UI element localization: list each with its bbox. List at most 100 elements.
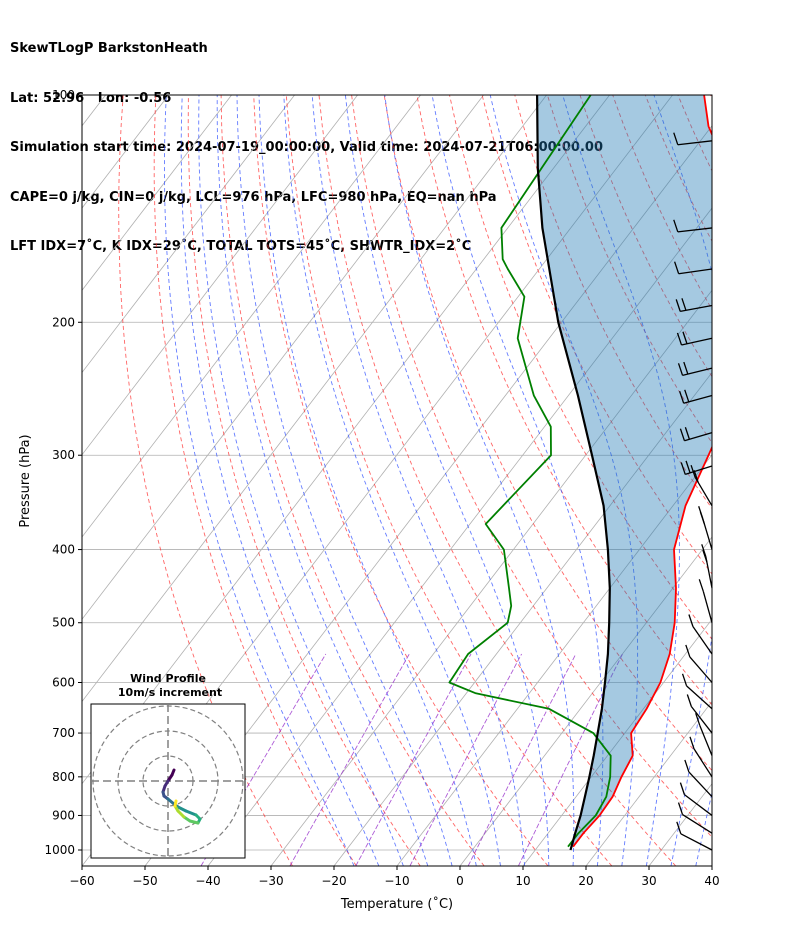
moist-adiabat-line xyxy=(283,95,501,866)
y-tick-label: 500 xyxy=(52,616,75,630)
wind-barb xyxy=(681,673,713,710)
wind-barb xyxy=(679,389,713,404)
wind-barb-flag xyxy=(685,644,691,658)
wind-barb-flag xyxy=(684,389,690,403)
dry-adiabat-line xyxy=(220,95,485,866)
x-tick-label: 40 xyxy=(704,874,719,888)
wind-barb-flag xyxy=(675,299,681,312)
wind-barb-flag xyxy=(693,470,699,483)
dry-adiabat-line xyxy=(318,95,677,866)
wind-barb xyxy=(673,219,713,233)
moist-adiabat-line xyxy=(216,95,429,866)
wind-barb xyxy=(674,261,713,275)
y-tick-label: 100 xyxy=(52,88,75,102)
wind-barb-flag xyxy=(681,298,687,311)
wind-barb-flag xyxy=(681,673,688,687)
wind-barb-shaft xyxy=(689,656,713,683)
moist-adiabat-line xyxy=(489,95,639,866)
isotherm-line xyxy=(711,865,712,866)
mixing-ratio-line xyxy=(355,653,472,866)
dry-adiabat-line xyxy=(416,95,712,706)
wind-barb xyxy=(679,427,713,442)
moist-adiabat-line xyxy=(236,95,453,866)
wind-barb-flag xyxy=(680,462,686,475)
wind-barb-shaft xyxy=(690,706,713,734)
x-tick-label: −20 xyxy=(321,874,346,888)
wind-barb-flag xyxy=(690,464,696,478)
mixing-ratio-line xyxy=(467,653,577,866)
wind-barb-shaft xyxy=(678,268,713,275)
title-indices-2: LFT IDX=7˚C, K IDX=29˚C, TOTAL TOTS=45˚C… xyxy=(10,239,472,254)
wind-barb-flag xyxy=(673,219,679,233)
y-tick-label: 1000 xyxy=(44,843,75,857)
isotherm-line xyxy=(82,95,547,703)
mixing-ratio-line xyxy=(289,653,410,866)
dry-adiabat-line xyxy=(710,95,712,100)
wind-barb-shaft xyxy=(677,227,713,233)
wind-barb-flag xyxy=(701,544,707,557)
dry-adiabat-line xyxy=(118,95,293,866)
wind-barb-flag xyxy=(683,361,689,375)
wind-barb xyxy=(689,736,713,778)
wind-barb xyxy=(676,331,713,346)
y-tick-label: 900 xyxy=(52,808,75,822)
moist-adiabat-line xyxy=(344,95,550,866)
dry-adiabat-line xyxy=(383,95,712,772)
x-tick-label: −50 xyxy=(132,874,157,888)
wind-barb-flag xyxy=(699,511,705,525)
wind-barb-flag xyxy=(677,363,684,376)
x-tick-label: −40 xyxy=(195,874,220,888)
wind-barb-flag xyxy=(677,802,684,815)
wind-barb xyxy=(673,132,713,146)
x-tick-label: 20 xyxy=(578,874,593,888)
wind-barb-flag xyxy=(684,427,691,440)
wind-barb-shaft xyxy=(692,626,713,655)
parcel-line xyxy=(536,95,611,851)
wind-barb-flag xyxy=(679,428,686,441)
hodograph-segment xyxy=(173,799,178,808)
moist-adiabat-line xyxy=(164,95,355,866)
wind-barb xyxy=(675,298,713,313)
dewpoint-line xyxy=(448,95,612,848)
wind-barb-flag xyxy=(686,694,692,707)
wind-barb xyxy=(680,460,713,476)
wind-barb-flag xyxy=(685,460,691,474)
wind-barb xyxy=(684,759,713,798)
isotherm-line xyxy=(82,95,295,374)
y-tick-label: 700 xyxy=(52,726,75,740)
wind-barb-flag xyxy=(673,132,679,145)
wind-barb-shaft xyxy=(684,794,713,816)
isotherm-line xyxy=(522,618,712,866)
moist-adiabat-line xyxy=(384,95,575,866)
x-tick-label: −30 xyxy=(258,874,283,888)
title-indices-1: CAPE=0 j/kg, CIN=0 j/kg, LCL=976 hPa, LF… xyxy=(10,189,497,205)
y-axis-label: Pressure (hPa) xyxy=(18,434,33,527)
wind-barb-flag xyxy=(674,261,680,274)
wind-barb-shaft xyxy=(688,771,713,798)
dry-adiabat-line xyxy=(351,95,712,838)
wind-barb xyxy=(679,782,713,816)
hodograph-segment xyxy=(184,809,198,817)
isotherm-line xyxy=(459,536,712,866)
y-tick-label: 400 xyxy=(52,543,75,557)
wind-barb-flag xyxy=(682,331,688,344)
isotherm-line xyxy=(82,95,106,127)
hodograph-title: Wind Profile xyxy=(130,672,206,685)
wind-barb-shaft xyxy=(693,748,713,778)
x-tick-label: 30 xyxy=(641,874,656,888)
dry-adiabat-line xyxy=(285,95,613,866)
wind-barb-shaft xyxy=(686,685,713,710)
wind-barb-shaft xyxy=(702,591,713,623)
isotherm-line xyxy=(82,95,358,456)
chart-title: SkewTLogP BarkstonHeath Lat: 52.96 Lon: … xyxy=(10,8,603,272)
wind-barb xyxy=(688,614,713,655)
wind-barb-flag xyxy=(676,821,682,835)
moist-adiabat-line xyxy=(198,95,404,866)
wind-barb-flag xyxy=(679,390,685,404)
wind-barb xyxy=(676,821,713,851)
temperature-line xyxy=(572,95,712,848)
wind-barb xyxy=(698,506,713,550)
wind-barb xyxy=(690,464,713,507)
wind-barb-flag xyxy=(702,549,708,563)
